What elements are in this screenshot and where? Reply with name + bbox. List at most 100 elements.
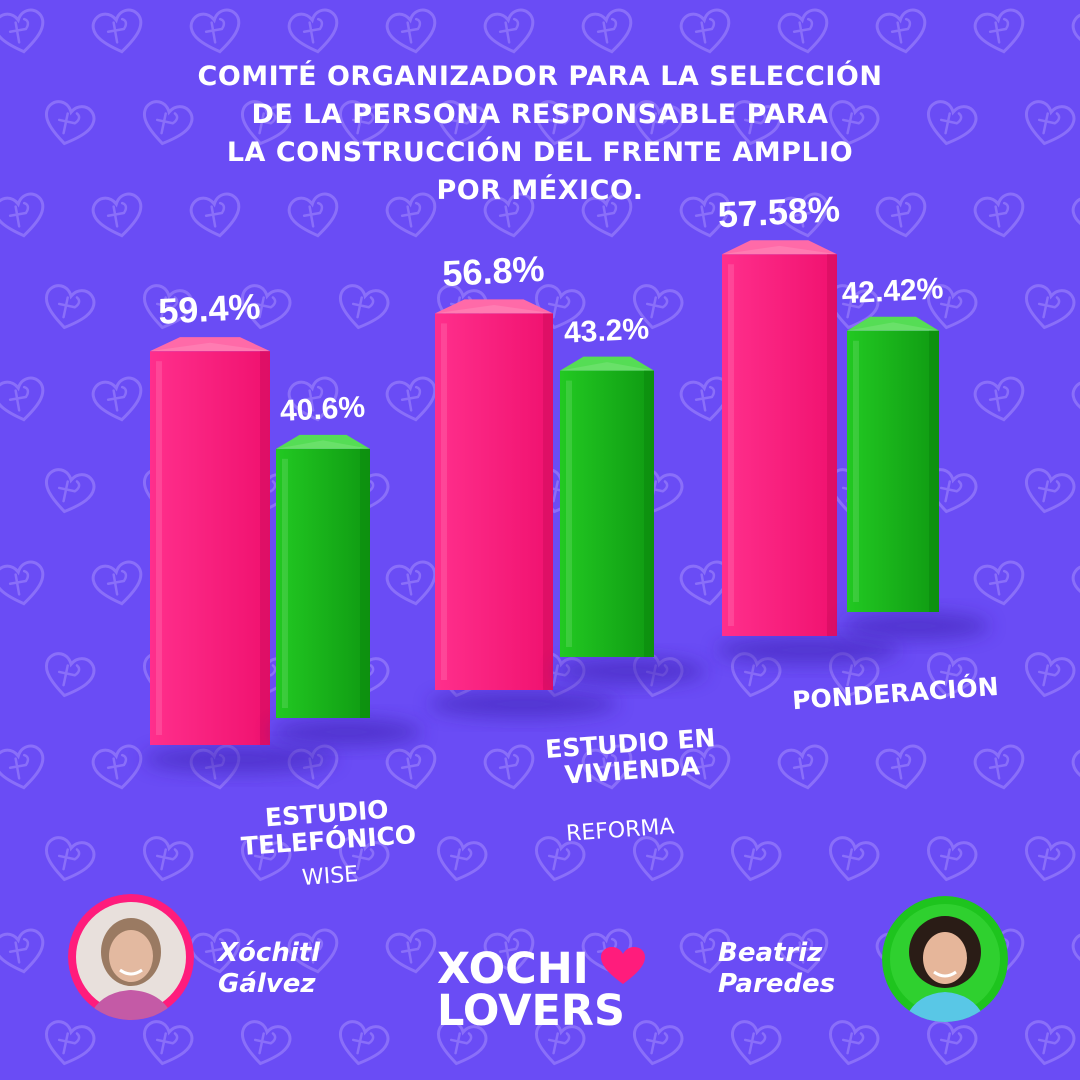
pattern-heart-icon	[0, 376, 45, 422]
bar-green-0	[271, 434, 422, 746]
pattern-heart-icon	[1071, 8, 1080, 54]
pattern-heart-icon	[91, 376, 143, 422]
title-line: POR MÉXICO.	[436, 175, 644, 206]
pattern-heart-icon	[240, 1020, 292, 1066]
pattern-heart-icon	[973, 192, 1025, 238]
bar-pink-1	[429, 299, 618, 718]
value-label-pink-1: 56.8%	[441, 248, 545, 294]
pattern-heart-icon	[581, 192, 633, 238]
pattern-heart-icon	[1024, 836, 1076, 882]
pattern-heart-icon	[0, 8, 45, 54]
pattern-heart-icon	[926, 836, 978, 882]
pattern-heart-icon	[44, 468, 96, 514]
portrait-xochitl-icon	[68, 894, 194, 1020]
pattern-heart-icon	[730, 652, 782, 698]
title-line: DE LA PERSONA RESPONSABLE PARA	[251, 99, 829, 130]
heart-icon	[601, 947, 645, 984]
pattern-heart-icon	[1071, 376, 1080, 422]
pattern-heart-icon	[1071, 744, 1080, 790]
pattern-heart-icon	[926, 652, 978, 698]
category-label-telefonico: ESTUDIO TELEFÓNICO	[240, 794, 418, 862]
pattern-heart-icon	[338, 100, 390, 146]
value-label-green-2: 42.42%	[841, 272, 944, 310]
pattern-heart-icon	[0, 744, 45, 790]
pattern-heart-icon	[240, 836, 292, 882]
pattern-heart-icon	[777, 192, 829, 238]
pattern-heart-icon	[91, 744, 143, 790]
pattern-heart-icon	[436, 1020, 488, 1066]
pattern-heart-icon	[679, 744, 731, 790]
pattern-heart-icon	[483, 744, 535, 790]
pattern-heart-icon	[385, 8, 437, 54]
bar-pink-0	[144, 337, 336, 773]
pattern-heart-icon	[1024, 652, 1076, 698]
pattern-heart-icon	[973, 376, 1025, 422]
pattern-heart-icon	[44, 652, 96, 698]
pattern-heart-icon	[483, 928, 535, 974]
pattern-heart-icon	[240, 284, 292, 330]
pattern-heart-icon	[632, 100, 684, 146]
pattern-heart-icon	[581, 8, 633, 54]
pattern-heart-icon	[0, 560, 45, 606]
bar-green-1	[555, 356, 706, 685]
pattern-heart-icon	[385, 744, 437, 790]
pattern-heart-icon	[1024, 1020, 1076, 1066]
pattern-heart-icon	[730, 836, 782, 882]
pattern-heart-icon	[679, 928, 731, 974]
pattern-heart-icon	[287, 192, 339, 238]
pattern-heart-icon	[91, 8, 143, 54]
title-line: LA CONSTRUCCIÓN DEL FRENTE AMPLIO	[226, 137, 854, 168]
avatar-xochitl	[68, 894, 194, 1020]
pattern-heart-icon	[338, 284, 390, 330]
pattern-heart-icon	[240, 100, 292, 146]
avatar-beatriz	[882, 896, 1008, 1022]
pattern-heart-icon	[926, 284, 978, 330]
pattern-heart-icon	[1071, 928, 1080, 974]
pattern-heart-icon	[338, 836, 390, 882]
pattern-heart-icon	[189, 192, 241, 238]
pattern-heart-icon	[1071, 192, 1080, 238]
pattern-heart-icon	[534, 100, 586, 146]
pattern-heart-icon	[385, 376, 437, 422]
candidate-name-beatriz: Beatriz Paredes	[718, 938, 836, 999]
pattern-heart-icon	[44, 284, 96, 330]
pattern-heart-icon	[973, 744, 1025, 790]
pattern-heart-icon	[777, 928, 829, 974]
pattern-heart-icon	[91, 560, 143, 606]
pattern-heart-icon	[926, 100, 978, 146]
pattern-heart-icon	[142, 284, 194, 330]
pattern-heart-icon	[436, 836, 488, 882]
pattern-heart-icon	[973, 8, 1025, 54]
pattern-heart-icon	[483, 8, 535, 54]
pattern-heart-icon	[1024, 100, 1076, 146]
pattern-heart-icon	[1071, 560, 1080, 606]
pattern-heart-icon	[828, 1020, 880, 1066]
pattern-heart-icon	[142, 100, 194, 146]
portrait-beatriz-icon	[882, 896, 1008, 1022]
pattern-heart-icon	[875, 8, 927, 54]
pattern-heart-icon	[189, 8, 241, 54]
pattern-heart-icon	[828, 100, 880, 146]
pattern-heart-icon	[287, 928, 339, 974]
chart-title: COMITÉ ORGANIZADOR PARA LA SELECCIÓN DE …	[140, 58, 940, 210]
pattern-heart-icon	[534, 836, 586, 882]
pattern-heart-icon	[142, 836, 194, 882]
pattern-heart-icon	[730, 1020, 782, 1066]
pattern-heart-icon	[0, 928, 45, 974]
pattern-heart-icon	[534, 284, 586, 330]
pattern-heart-icon	[534, 1020, 586, 1066]
pattern-heart-icon	[44, 836, 96, 882]
xochilovers-logo: XOCHI LOVERS	[437, 944, 625, 1036]
value-label-pink-0: 59.4%	[157, 286, 261, 332]
pattern-heart-icon	[1024, 468, 1076, 514]
pattern-heart-icon	[973, 560, 1025, 606]
pattern-heart-icon	[338, 1020, 390, 1066]
pattern-heart-icon	[483, 192, 535, 238]
pattern-heart-icon	[875, 192, 927, 238]
pattern-heart-icon	[436, 100, 488, 146]
value-label-pink-2: 57.58%	[717, 188, 841, 235]
pattern-heart-icon	[730, 100, 782, 146]
value-label-green-0: 40.6%	[279, 391, 366, 428]
pattern-heart-icon	[679, 192, 731, 238]
